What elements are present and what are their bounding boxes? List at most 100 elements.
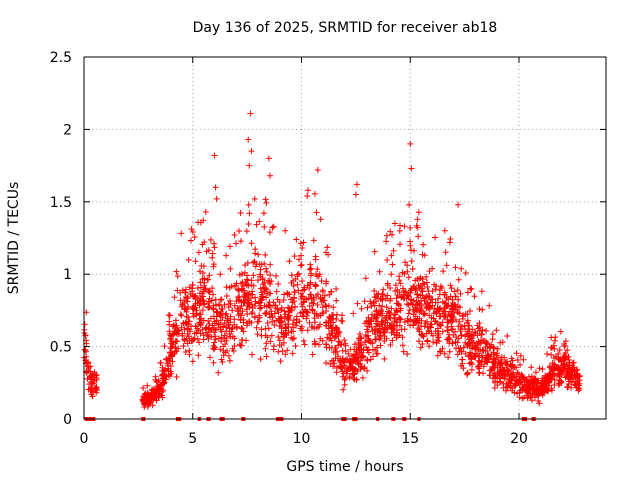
data-point xyxy=(92,385,99,392)
data-point xyxy=(498,360,505,367)
data-point xyxy=(471,342,478,349)
data-point xyxy=(408,285,415,292)
data-point xyxy=(149,402,156,409)
data-point xyxy=(81,346,88,353)
data-point xyxy=(227,265,234,272)
data-point xyxy=(307,261,314,268)
data-point xyxy=(532,388,539,395)
data-point xyxy=(474,332,481,339)
data-point xyxy=(231,282,238,289)
data-point xyxy=(186,347,193,354)
data-point xyxy=(544,350,551,357)
data-point xyxy=(298,293,305,300)
data-point xyxy=(275,348,282,355)
data-point xyxy=(295,287,302,294)
data-point xyxy=(387,315,394,322)
data-point xyxy=(231,316,238,323)
data-point xyxy=(230,348,237,355)
data-point xyxy=(265,302,272,309)
data-point xyxy=(475,357,482,364)
data-point xyxy=(397,305,404,312)
data-point xyxy=(342,356,349,363)
data-point xyxy=(397,280,404,287)
data-point xyxy=(420,280,427,287)
data-point xyxy=(285,308,292,315)
data-point xyxy=(209,285,216,292)
data-point xyxy=(313,209,320,216)
data-point xyxy=(166,318,173,325)
data-point xyxy=(217,271,224,278)
data-point xyxy=(561,351,568,358)
data-point xyxy=(192,323,199,330)
data-point xyxy=(535,386,542,393)
data-point xyxy=(202,285,209,292)
data-point xyxy=(486,302,493,309)
data-point xyxy=(545,382,552,389)
data-point xyxy=(218,328,225,335)
data-point xyxy=(277,358,284,365)
data-point xyxy=(268,308,275,315)
data-point xyxy=(417,275,424,282)
data-point xyxy=(309,307,316,314)
data-point xyxy=(376,268,383,275)
data-point xyxy=(212,333,219,340)
data-point xyxy=(189,358,196,365)
data-point xyxy=(165,362,172,369)
data-point xyxy=(560,362,567,369)
data-point xyxy=(479,354,486,361)
data-point xyxy=(288,272,295,279)
data-point xyxy=(494,345,501,352)
data-point xyxy=(148,398,155,405)
data-point xyxy=(309,306,316,313)
data-point xyxy=(476,324,483,331)
data-point xyxy=(523,381,530,388)
data-point xyxy=(426,343,433,350)
data-point xyxy=(364,332,371,339)
data-point xyxy=(200,332,207,339)
data-point xyxy=(555,350,562,357)
data-point xyxy=(446,340,453,347)
data-point xyxy=(245,201,252,208)
data-point xyxy=(294,271,301,278)
data-point xyxy=(285,315,292,322)
data-point xyxy=(227,243,234,250)
data-point xyxy=(310,300,317,307)
data-point xyxy=(170,330,177,337)
data-point xyxy=(211,339,218,346)
data-point xyxy=(497,339,504,346)
data-point xyxy=(533,382,540,389)
data-point xyxy=(397,222,404,229)
data-point xyxy=(278,342,285,349)
data-point xyxy=(371,302,378,309)
data-point xyxy=(213,195,220,202)
data-point xyxy=(237,305,244,312)
data-point xyxy=(373,308,380,315)
data-point xyxy=(282,351,289,358)
data-point xyxy=(399,342,406,349)
data-point xyxy=(478,288,485,295)
data-point xyxy=(360,353,367,360)
data-point xyxy=(456,310,463,317)
data-point xyxy=(350,310,357,317)
data-point xyxy=(243,281,250,288)
data-point xyxy=(391,220,398,227)
y-tick-label: 0 xyxy=(63,412,72,428)
data-point xyxy=(341,381,348,388)
data-point xyxy=(87,363,94,370)
data-point xyxy=(401,223,408,230)
data-point xyxy=(215,369,222,376)
data-point xyxy=(211,152,218,159)
data-point xyxy=(387,341,394,348)
data-point xyxy=(300,299,307,306)
data-point xyxy=(365,335,372,342)
data-point xyxy=(491,378,498,385)
data-point xyxy=(217,308,224,315)
data-point xyxy=(448,285,455,292)
data-point xyxy=(387,228,394,235)
data-point xyxy=(383,238,390,245)
data-point xyxy=(326,344,333,351)
data-point xyxy=(455,201,462,208)
data-point xyxy=(469,326,476,333)
data-point xyxy=(385,308,392,315)
data-point xyxy=(432,234,439,241)
